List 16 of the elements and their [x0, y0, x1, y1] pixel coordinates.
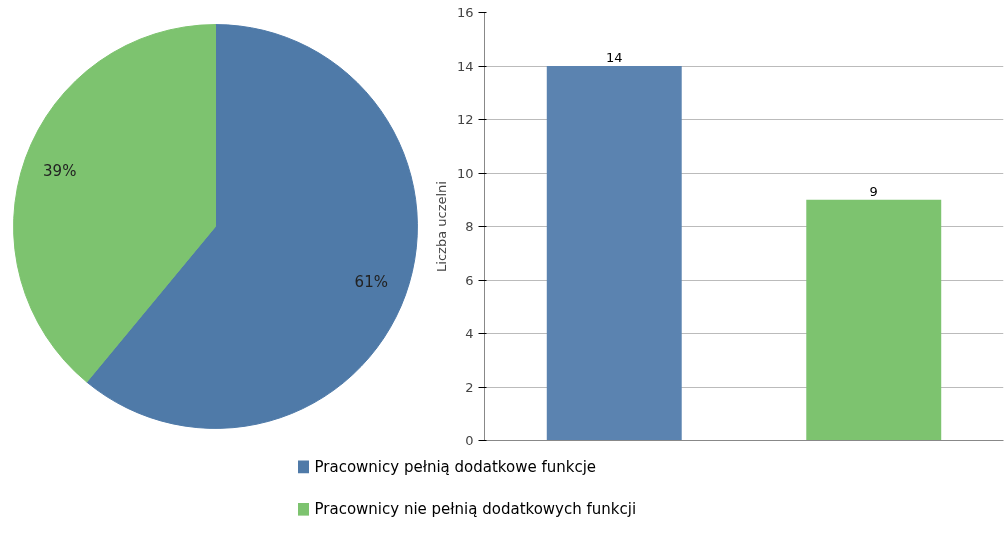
- y-tick-label: 6: [465, 272, 474, 288]
- data-label: 9: [869, 183, 878, 199]
- legend-label: Pracownicy nie pełnią dodatkowych funkcji: [314, 500, 637, 519]
- y-tick-label: 4: [465, 326, 474, 341]
- y-tick-label: 14: [456, 58, 474, 74]
- legend-label: Pracownicy pełnią dodatkowe funkcje: [314, 457, 597, 476]
- y-tick-label: 2: [465, 379, 474, 395]
- y-tick-label: 12: [456, 112, 474, 127]
- y-tick-label: 10: [456, 165, 474, 181]
- data-label: 39%: [43, 161, 77, 180]
- data-label: 61%: [354, 273, 388, 292]
- y-tick-label: 0: [465, 433, 474, 448]
- data-label: 14: [605, 50, 623, 65]
- y-tick-label: 16: [456, 5, 474, 20]
- y-tick-label: 8: [465, 219, 474, 234]
- y-axis-title: Liczba uczelni: [433, 181, 449, 272]
